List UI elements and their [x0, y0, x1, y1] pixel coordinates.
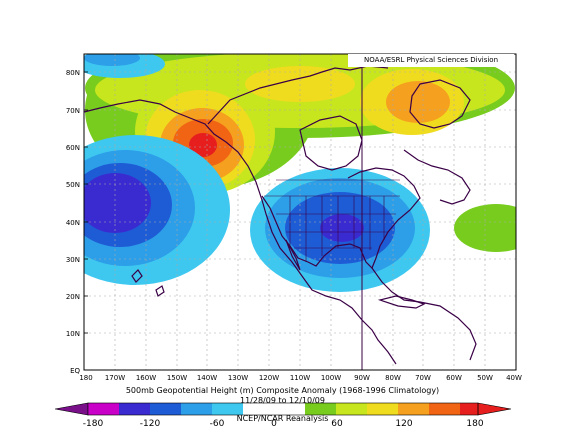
lon-label: 90W	[354, 374, 370, 382]
lon-label: 100W	[321, 374, 341, 382]
credit-label: NOAA/ESRL Physical Sciences Division	[348, 54, 514, 67]
lon-label: 110W	[290, 374, 310, 382]
lon-label: 150W	[167, 374, 187, 382]
lat-label: 70N	[66, 107, 80, 115]
anomaly-shading	[84, 54, 516, 292]
colorbar-label: -180	[83, 419, 104, 429]
lon-label: 120W	[259, 374, 279, 382]
lat-label: EQ	[70, 367, 80, 375]
lat-label: 80N	[66, 69, 80, 77]
lat-label: 20N	[66, 293, 80, 301]
lon-label: 140W	[197, 374, 217, 382]
lat-label: 40N	[66, 219, 80, 227]
lon-label: 130W	[228, 374, 248, 382]
lon-label: 170W	[105, 374, 125, 382]
lon-label: 60W	[446, 374, 462, 382]
lat-label: 50N	[66, 181, 80, 189]
lon-label: 40W	[506, 374, 522, 382]
state-borders	[264, 179, 400, 262]
lon-label: 160W	[136, 374, 156, 382]
colorbar-label: 180	[466, 419, 483, 429]
colorbar-label: -60	[210, 419, 225, 429]
lon-label: 80W	[385, 374, 401, 382]
coastlines	[84, 65, 477, 365]
lat-label: 30N	[66, 256, 80, 264]
date-range: 11/28/09 to 12/10/09	[240, 396, 325, 405]
map-title: 500mb Geopotential Height (m) Composite …	[125, 386, 440, 395]
lon-label: 70W	[415, 374, 431, 382]
tick-marks	[84, 71, 88, 334]
colorbar-label: -120	[140, 419, 161, 429]
colorbar-label: 120	[395, 419, 412, 429]
lon-label: 50W	[477, 374, 493, 382]
lon-label: 180	[79, 374, 92, 382]
source-label: NCEP/NCAR Reanalysis	[236, 414, 329, 423]
lat-label: 60N	[66, 144, 80, 152]
lat-label: 10N	[66, 330, 80, 338]
plot-frame	[83, 53, 517, 371]
colorbar-label: 0	[271, 419, 277, 429]
colorbar-label: 60	[331, 419, 343, 429]
colorbar	[54, 402, 512, 416]
